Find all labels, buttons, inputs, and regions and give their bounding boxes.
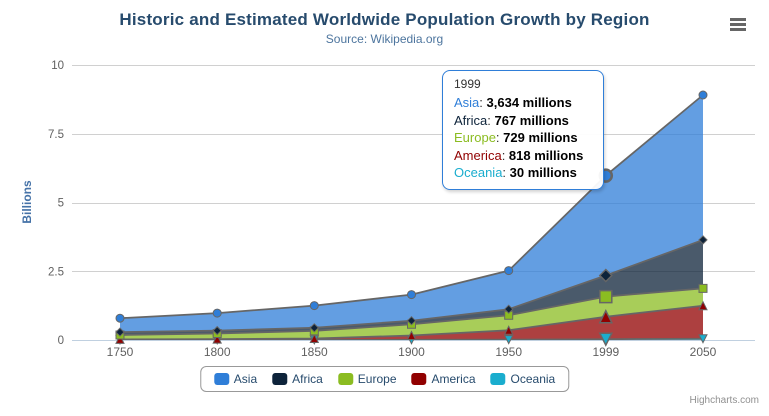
area-africa[interactable] xyxy=(120,239,703,335)
marker-oceania-1999[interactable] xyxy=(598,332,614,347)
marker-america-1850[interactable] xyxy=(309,333,320,343)
x-axis-label-1850: 1850 xyxy=(301,345,328,359)
legend-swatch-icon xyxy=(337,373,353,385)
marker-africa-1800[interactable] xyxy=(212,325,222,336)
marker-oceania-2050[interactable] xyxy=(698,334,708,344)
marker-africa-1900[interactable] xyxy=(406,315,417,326)
x-axis-label-1900: 1900 xyxy=(398,345,425,359)
hamburger-icon xyxy=(730,27,746,31)
y-axis-label-2.5: 2.5 xyxy=(48,266,64,278)
marker-europe-2050[interactable] xyxy=(698,283,708,293)
marker-asia-1999[interactable] xyxy=(598,168,614,183)
chart-title: Historic and Estimated Worldwide Populat… xyxy=(119,10,650,29)
marker-asia-2050[interactable] xyxy=(698,90,708,100)
marker-asia-1750[interactable] xyxy=(115,313,125,323)
legend-swatch-icon xyxy=(411,373,427,385)
legend-swatch-icon xyxy=(272,373,288,385)
marker-europe-1999[interactable] xyxy=(599,289,613,304)
x-axis-label-1800: 1800 xyxy=(204,345,231,359)
legend: Asia Africa Europe America Oceania xyxy=(199,366,570,392)
y-axis-label-7.5: 7.5 xyxy=(48,129,64,141)
y-axis-label-5: 5 xyxy=(58,198,64,210)
legend-label: Asia xyxy=(233,372,258,386)
x-axis-label-1999: 1999 xyxy=(592,345,619,359)
marker-africa-1950[interactable] xyxy=(503,304,514,314)
marker-africa-1850[interactable] xyxy=(309,323,320,333)
marker-africa-1750[interactable] xyxy=(115,327,125,337)
x-axis-label-2050: 2050 xyxy=(690,345,717,359)
chart-context-menu-button[interactable] xyxy=(727,14,749,34)
hamburger-icon xyxy=(730,22,746,26)
y-axis-label-0: 0 xyxy=(58,335,64,347)
y-axis-label-10: 10 xyxy=(51,60,64,72)
legend-label: Africa xyxy=(292,372,323,386)
legend-item-africa[interactable]: Africa xyxy=(272,372,323,386)
marker-america-1800[interactable] xyxy=(212,333,223,344)
marker-america-1900[interactable] xyxy=(406,330,417,340)
y-axis-title: Billions xyxy=(20,180,34,224)
legend-label: Europe xyxy=(357,372,397,386)
marker-america-2050[interactable] xyxy=(698,300,708,311)
legend-swatch-icon xyxy=(213,373,229,385)
chart-subtitle: Source: Wikipedia.org xyxy=(325,32,444,46)
marker-africa-2050[interactable] xyxy=(698,235,708,245)
marker-america-1999[interactable] xyxy=(598,309,614,324)
legend-item-asia[interactable]: Asia xyxy=(213,372,258,386)
marker-asia-1900[interactable] xyxy=(407,290,416,300)
legend-label: America xyxy=(431,372,476,386)
legend-item-america[interactable]: America xyxy=(411,372,476,386)
legend-item-oceania[interactable]: Oceania xyxy=(490,372,556,386)
marker-america-1950[interactable] xyxy=(503,325,514,335)
x-axis-label-1950: 1950 xyxy=(495,345,522,359)
credits-link[interactable]: Highcharts.com xyxy=(689,395,759,406)
legend-item-europe[interactable]: Europe xyxy=(337,372,397,386)
legend-label: Oceania xyxy=(510,372,556,386)
x-axis-label-1750: 1750 xyxy=(107,345,134,359)
area-america[interactable] xyxy=(120,305,703,340)
area-asia[interactable] xyxy=(120,95,703,333)
marker-africa-1999[interactable] xyxy=(598,268,613,283)
marker-asia-1850[interactable] xyxy=(309,301,319,311)
legend-swatch-icon xyxy=(490,373,506,385)
marker-oceania-1950[interactable] xyxy=(503,335,514,345)
marker-asia-1950[interactable] xyxy=(504,266,514,276)
hamburger-icon xyxy=(730,17,746,21)
marker-asia-1800[interactable] xyxy=(212,308,222,318)
